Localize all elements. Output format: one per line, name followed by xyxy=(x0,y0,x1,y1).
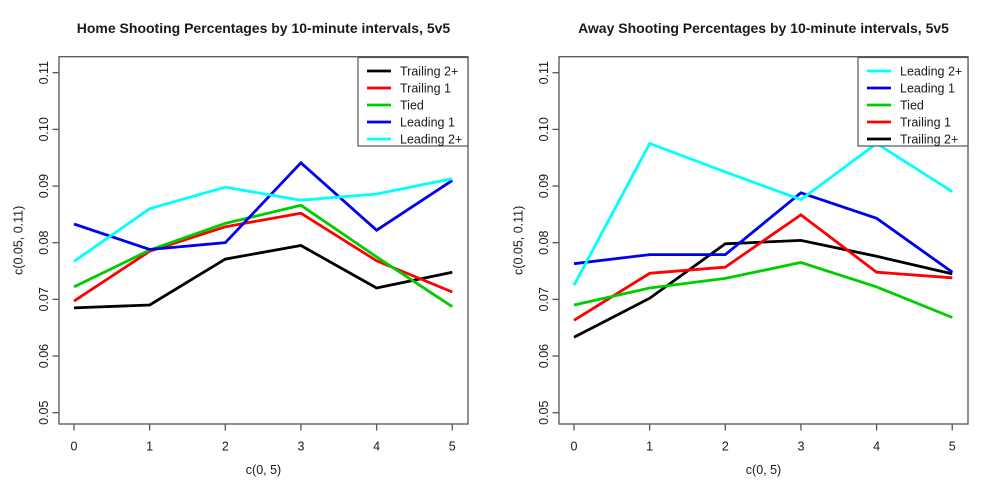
legend-label-trailing-2plus: Trailing 2+ xyxy=(900,132,958,146)
y-tick-label: 0.11 xyxy=(37,61,51,84)
legend-entry-leading-1: Leading 1 xyxy=(367,115,455,129)
legend-entry-tied: Tied xyxy=(867,98,924,112)
legend-entry-trailing-1: Trailing 1 xyxy=(367,81,451,95)
y-tick-label: 0.10 xyxy=(537,117,551,141)
x-tick-label: 0 xyxy=(571,440,578,454)
x-tick-label: 3 xyxy=(297,440,304,454)
x-tick-label: 2 xyxy=(722,440,729,454)
y-tick-label: 0.08 xyxy=(537,230,551,254)
legend-label-leading-1: Leading 1 xyxy=(400,115,455,129)
x-tick-label: 3 xyxy=(797,440,804,454)
series-line-trailing-2plus xyxy=(73,244,453,310)
x-tick-label: 0 xyxy=(71,440,78,454)
series-line-trailing-1 xyxy=(573,213,953,322)
y-axis-label: c(0.05, 0.11) xyxy=(11,206,25,275)
x-tick-label: 1 xyxy=(646,440,653,454)
y-tick-label: 0.05 xyxy=(537,400,551,424)
legend-entry-trailing-2plus: Trailing 2+ xyxy=(867,132,958,146)
series-line-leading-2plus xyxy=(73,177,453,263)
y-tick-label: 0.10 xyxy=(37,117,51,141)
series-line-tied xyxy=(573,261,953,319)
x-tick-label: 1 xyxy=(146,440,153,454)
legend-entry-leading-1: Leading 1 xyxy=(867,81,955,95)
home-chart: 0 1 2 3 4 5 0.05 0.06 0.07 0.08 0.09 0.10 0.11 Home S… xyxy=(11,20,469,477)
series-line-leading-1 xyxy=(573,191,954,274)
chart-title: Home Shooting Percentages by 10-minute i… xyxy=(77,20,451,36)
y-tick-label: 0.11 xyxy=(537,61,551,84)
legend-entry-trailing-2plus: Trailing 2+ xyxy=(367,64,458,78)
legend-label-tied: Tied xyxy=(900,98,924,112)
legend-label-leading-2plus: Leading 2+ xyxy=(900,64,962,78)
legend-label-leading-1: Leading 1 xyxy=(900,81,955,95)
x-tick-label: 2 xyxy=(222,440,229,454)
legend-entry-leading-2plus: Leading 2+ xyxy=(367,132,462,146)
legend-label-trailing-1: Trailing 1 xyxy=(400,81,451,95)
y-tick-label: 0.06 xyxy=(537,344,551,368)
y-tick-label: 0.08 xyxy=(37,230,51,254)
plot-box xyxy=(58,56,469,425)
legend-entry-leading-2plus: Leading 2+ xyxy=(867,64,962,78)
series-line-leading-1 xyxy=(73,160,454,251)
x-tick-label: 5 xyxy=(449,440,456,454)
legend-entry-trailing-1: Trailing 1 xyxy=(867,115,951,129)
y-tick-label: 0.07 xyxy=(37,287,51,311)
x-tick-label: 4 xyxy=(373,440,380,454)
plot-box xyxy=(558,56,969,425)
legend-label-trailing-2plus: Trailing 2+ xyxy=(400,64,458,78)
legend-label-trailing-1: Trailing 1 xyxy=(900,115,951,129)
legend: Leading 2+ Leading 1 Tied Trailing 1 Trailin… xyxy=(857,56,969,147)
away-chart-panel: 0 1 2 3 4 5 0.05 0.06 0.07 0.08 0.09 0.10 0.11 Away S… xyxy=(500,0,1000,500)
y-axis-label: c(0.05, 0.11) xyxy=(511,206,525,275)
x-tick-label: 4 xyxy=(873,440,880,454)
y-tick-label: 0.09 xyxy=(537,174,551,198)
y-tick-label: 0.05 xyxy=(37,400,51,424)
x-axis-label: c(0, 5) xyxy=(746,463,781,477)
home-chart-panel: 0 1 2 3 4 5 0.05 0.06 0.07 0.08 0.09 0.10 0.11 Home S… xyxy=(11,20,469,477)
series-line-tied xyxy=(73,203,454,308)
y-tick-label: 0.07 xyxy=(537,287,551,311)
away-chart: 0 1 2 3 4 5 0.05 0.06 0.07 0.08 0.09 0.10 0.11 Away S… xyxy=(511,20,969,477)
legend: Trailing 2+ Trailing 1 Tied Leading 1 Leadin… xyxy=(357,56,469,147)
series-line-leading-2plus xyxy=(572,141,954,286)
x-tick-label: 5 xyxy=(949,440,956,454)
chart-title: Away Shooting Percentages by 10-minute i… xyxy=(578,20,949,36)
legend-entry-tied: Tied xyxy=(367,98,424,112)
legend-label-tied: Tied xyxy=(400,98,424,112)
y-tick-label: 0.09 xyxy=(37,174,51,198)
series-line-trailing-2plus xyxy=(573,238,953,339)
legend-label-leading-2plus: Leading 2+ xyxy=(400,132,462,146)
series-line-trailing-1 xyxy=(73,211,453,303)
x-axis-label: c(0, 5) xyxy=(246,463,281,477)
y-tick-label: 0.06 xyxy=(37,344,51,368)
